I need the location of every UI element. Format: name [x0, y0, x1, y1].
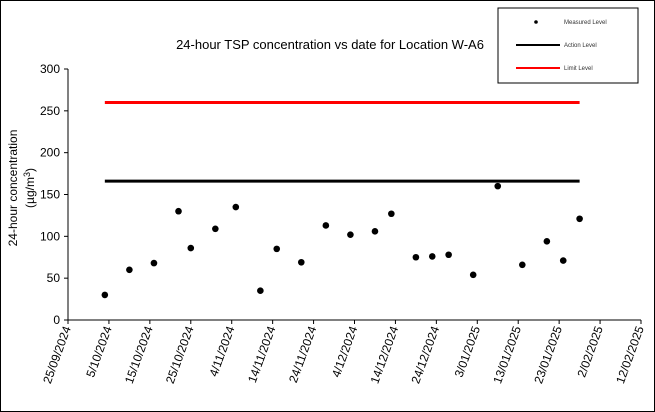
measured-level-point — [273, 245, 281, 253]
x-tick-label: 4/12/2024 — [329, 324, 361, 379]
legend-marker-measured-level — [534, 20, 538, 24]
y-axis-label-unit: (µg/m — [23, 177, 37, 208]
y-tick-label: 200 — [40, 146, 60, 160]
legend: Measured Level Action Level Limit Level — [497, 7, 639, 84]
y-axis-label-line2: (µg/m3) — [22, 168, 37, 208]
y-tick-label: 100 — [40, 229, 60, 243]
y-tick-label: 0 — [53, 313, 60, 327]
measured-level-point — [388, 210, 395, 218]
y-axis-label-line1: 24-hour concentration — [6, 130, 20, 247]
y-tick-label: 50 — [47, 271, 61, 285]
y-tick-label: 150 — [40, 188, 60, 202]
x-tick-label: 14/11/2024 — [245, 324, 279, 385]
y-axis-label-unit-close: ) — [23, 168, 37, 172]
measured-level-point — [212, 225, 219, 233]
measured-level-point — [347, 231, 354, 238]
measured-level-point — [428, 253, 436, 260]
measured-level-point — [322, 222, 330, 229]
legend-label-measured-level: Measured Level — [564, 20, 607, 26]
chart-title: 24-hour TSP concentration vs date for Lo… — [176, 37, 484, 52]
measured-level-point — [126, 266, 133, 274]
x-tick-label: 24/11/2024 — [286, 324, 320, 385]
x-tick-label: 14/12/2024 — [368, 324, 402, 386]
reference-lines — [104, 100, 580, 183]
x-tick-label: 15/10/2024 — [122, 324, 156, 386]
legend-label-action-level: Action Level — [564, 43, 597, 49]
measured-level-point — [559, 257, 567, 264]
measured-level-point — [543, 238, 551, 245]
measured-level-point — [150, 259, 158, 267]
x-tick-label: 24/12/2024 — [408, 324, 442, 386]
legend-items: Measured Level Action Level Limit Level — [516, 20, 607, 72]
axes — [67, 69, 641, 321]
x-tick-label: 25/10/2024 — [163, 324, 197, 386]
measured-level-point — [101, 291, 109, 299]
measured-level-point — [232, 203, 240, 211]
measured-level-point — [494, 182, 502, 190]
x-tick-label: 5/10/2024 — [83, 324, 115, 379]
measured-level-point — [469, 271, 477, 279]
y-axis-label-unit-superscript: 3 — [22, 172, 32, 177]
measured-level-point — [297, 258, 305, 266]
x-tick-label: 2/02/2025 — [574, 324, 606, 379]
x-ticks: 25/09/2024 5/10/2024 15/10/2024 25/10/2024 4… — [40, 320, 647, 385]
x-tick-label: 13/01/2025 — [490, 324, 524, 386]
measured-level-point — [257, 287, 264, 295]
y-tick-label: 300 — [40, 62, 60, 76]
measured-level-point — [412, 253, 420, 261]
y-axis-label: 24-hour concentration (µg/m3) — [6, 130, 37, 247]
measured-level-point — [175, 207, 182, 215]
measured-level-point — [187, 244, 195, 252]
x-tick-label: 3/01/2025 — [452, 324, 484, 379]
measured-points — [101, 182, 583, 299]
x-tick-label: 23/01/2025 — [531, 324, 565, 386]
y-tick-label: 250 — [40, 104, 60, 118]
x-tick-label: 4/11/2024 — [206, 324, 237, 378]
x-tick-label: 25/09/2024 — [40, 324, 74, 386]
x-tick-label: 12/02/2025 — [613, 324, 647, 386]
measured-level-point — [519, 261, 526, 269]
legend-label-limit-level: Limit Level — [564, 66, 593, 72]
measured-level-point — [576, 215, 583, 223]
measured-level-point — [445, 251, 452, 259]
y-ticks: 0 50 100 150 200 250 300 — [40, 62, 68, 327]
measured-level-point — [371, 228, 379, 235]
